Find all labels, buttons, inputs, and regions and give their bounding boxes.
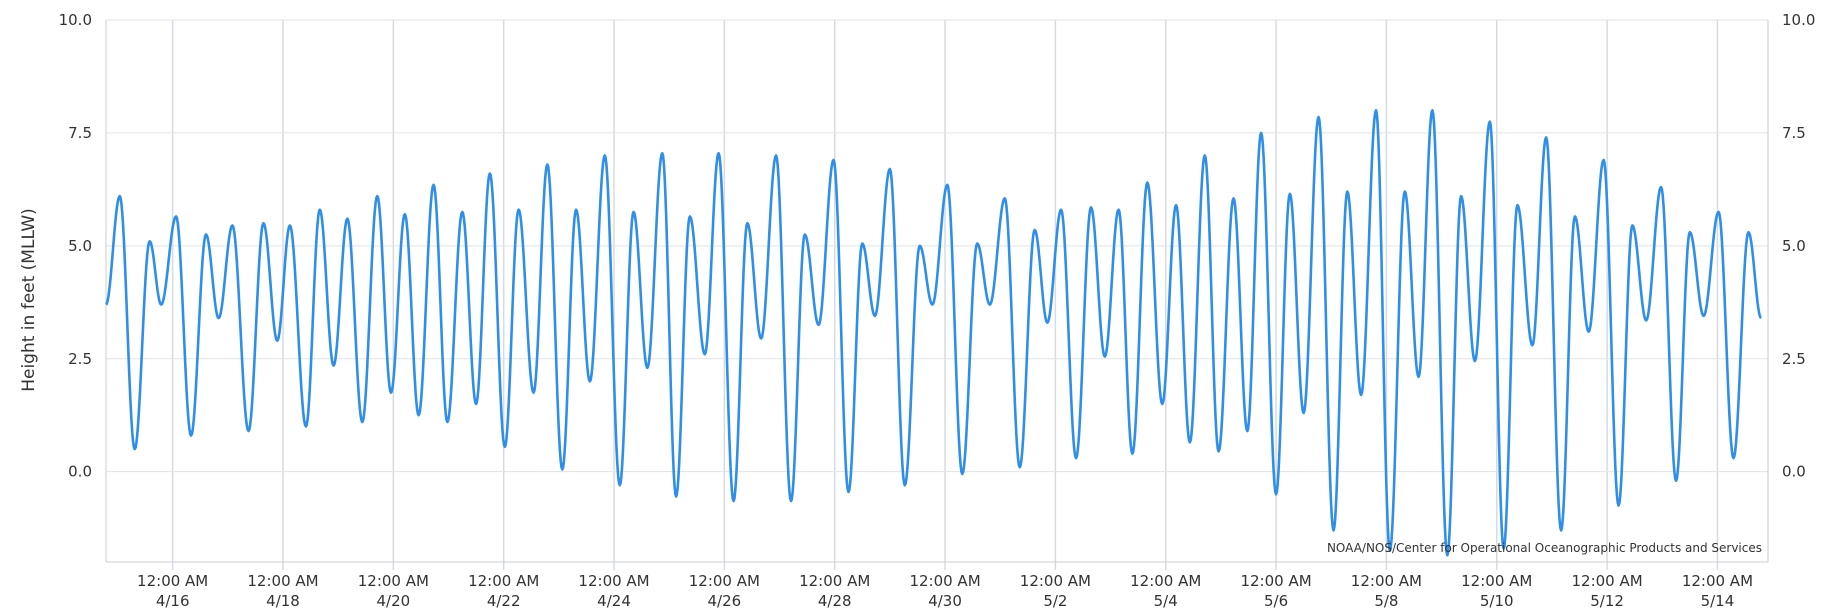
y-tick-label-right: 7.5 [1782, 124, 1806, 142]
x-tick-time-label: 12:00 AM [578, 572, 649, 590]
x-axis-labels: 12:00 AM 4/16 12:00 AM 4/18 12:00 AM 4/20 12:0… [137, 572, 1753, 610]
credit-text: NOAA/NOS/Center for Operational Oceanogr… [1327, 541, 1762, 555]
y-tick-label-left: 10.0 [59, 11, 92, 29]
y-tick-label-right: 10.0 [1782, 11, 1815, 29]
x-tick-date-label: 4/20 [377, 592, 411, 610]
y-tick-label-right: 2.5 [1782, 350, 1806, 368]
y-tick-label-right: 0.0 [1782, 463, 1806, 481]
x-tick-time-label: 12:00 AM [1130, 572, 1201, 590]
x-tick-time-label: 12:00 AM [468, 572, 539, 590]
left-y-axis-labels: 0.0 2.5 5.0 7.5 10.0 [59, 11, 92, 481]
x-tick-time-label: 12:00 AM [1351, 572, 1422, 590]
right-y-axis-labels: 0.0 2.5 5.0 7.5 10.0 [1782, 11, 1815, 481]
x-tick-date-label: 4/24 [597, 592, 631, 610]
x-tick-time-label: 12:00 AM [358, 572, 429, 590]
x-tick-date-label: 5/14 [1701, 592, 1735, 610]
x-tick-time-label: 12:00 AM [1240, 572, 1311, 590]
x-tick-date-label: 4/30 [928, 592, 962, 610]
x-tick-date-label: 4/22 [487, 592, 521, 610]
y-tick-label-left: 0.0 [68, 463, 92, 481]
x-tick-date-label: 5/8 [1374, 592, 1398, 610]
x-tick-time-label: 12:00 AM [1461, 572, 1532, 590]
x-tick-time-label: 12:00 AM [137, 572, 208, 590]
plot-border [105, 20, 1769, 563]
x-tick-time-label: 12:00 AM [1682, 572, 1753, 590]
x-tick-time-label: 12:00 AM [1571, 572, 1642, 590]
x-tick-date-label: 5/6 [1264, 592, 1288, 610]
x-tick-time-label: 12:00 AM [689, 572, 760, 590]
x-tick-date-label: 4/28 [818, 592, 852, 610]
x-tick-date-label: 4/18 [266, 592, 300, 610]
tide-height-line [105, 109, 1762, 557]
x-tick-date-label: 4/26 [708, 592, 742, 610]
x-tick-date-label: 5/12 [1590, 592, 1624, 610]
x-tick-date-label: 4/16 [156, 592, 190, 610]
y-tick-label-left: 5.0 [68, 237, 92, 255]
x-tick-time-label: 12:00 AM [1020, 572, 1091, 590]
x-tick-time-label: 12:00 AM [799, 572, 870, 590]
x-tick-time-label: 12:00 AM [909, 572, 980, 590]
series-layer [105, 109, 1762, 557]
x-tick-date-label: 5/4 [1154, 592, 1178, 610]
x-tick-time-label: 12:00 AM [247, 572, 318, 590]
y-tick-label-left: 7.5 [68, 124, 92, 142]
y-axis-title: Height in feet (MLLW) [19, 208, 39, 392]
x-tick-date-label: 5/2 [1043, 592, 1067, 610]
x-tick-date-label: 5/10 [1480, 592, 1514, 610]
y-tick-label-right: 5.0 [1782, 237, 1806, 255]
y-tick-label-left: 2.5 [68, 350, 92, 368]
